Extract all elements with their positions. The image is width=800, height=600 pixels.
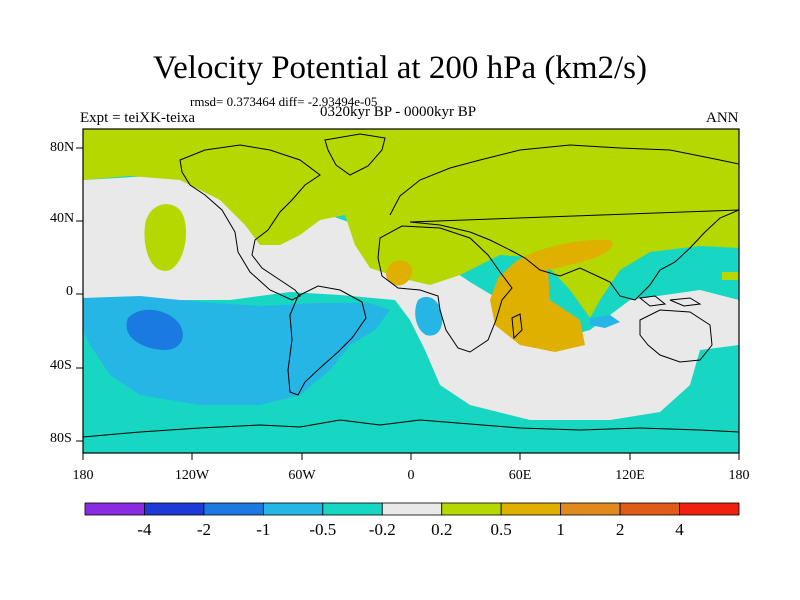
- colorbar-swatch: [679, 502, 740, 516]
- north-america-coast: [179, 144, 321, 301]
- lat-label-0: 0: [66, 284, 73, 299]
- colorbar-label: -2: [196, 520, 211, 539]
- australia-coast: [639, 309, 713, 363]
- colorbar-swatch: [500, 502, 562, 516]
- lat-label-40n: 40N: [50, 211, 75, 226]
- lat-label-80n: 80N: [50, 140, 75, 155]
- lon-label-60w: 60W: [288, 468, 316, 483]
- colorbar-swatch: [322, 502, 383, 516]
- positive-weak-wpac: [722, 272, 739, 280]
- positive-mid-africa: [386, 260, 413, 286]
- lat-label-40s: 40S: [50, 358, 72, 373]
- colorbar-label: -4: [137, 520, 152, 539]
- stats-line: rmsd= 0.373464 diff= -2.93494e-05: [190, 94, 378, 109]
- africa-coast: [377, 225, 513, 353]
- negative-mid-atlantic: [415, 296, 443, 336]
- colorbar-swatch: [619, 502, 680, 516]
- colorbar-label: 0.5: [490, 520, 512, 539]
- antarctica-coast: [83, 419, 739, 438]
- colorbar-swatch: [144, 502, 205, 516]
- colorbar-label: -1: [256, 520, 271, 539]
- lat-label-80s: 80S: [50, 431, 72, 446]
- axis-ticks: [76, 147, 740, 460]
- colorbar-label: 2: [615, 520, 625, 539]
- lon-label-0: 0: [407, 468, 415, 483]
- coastlines: [83, 133, 739, 438]
- positive-weak-region: [83, 129, 739, 318]
- eurasia-coast: [389, 144, 739, 301]
- negative-strong-region: [126, 309, 183, 350]
- experiment-label: Expt = teiXK-teixa: [80, 110, 196, 126]
- negative-mid-indian: [590, 315, 620, 328]
- positive-weak-pacific: [144, 204, 186, 271]
- madagascar-coast: [511, 313, 523, 340]
- colorbar-label: 1: [556, 520, 565, 539]
- colorbar-label: 0.2: [431, 520, 453, 539]
- colorbar-swatch: [441, 502, 502, 516]
- page-title: Velocity Potential at 200 hPa (km2/s): [152, 50, 648, 86]
- colorbar-swatch: [262, 502, 324, 516]
- lon-label-60e: 60E: [508, 468, 532, 483]
- colorbar: [84, 502, 740, 516]
- near-zero-region: [83, 176, 739, 420]
- period-label: 0320kyr BP - 0000kyr BP: [320, 104, 477, 120]
- greenland-coast: [324, 133, 386, 176]
- lon-label-120w: 120W: [174, 468, 210, 483]
- colorbar-label: 4: [675, 520, 684, 539]
- colorbar-swatch: [381, 502, 443, 516]
- contour-field: [83, 129, 739, 453]
- lon-label-180w: 180: [72, 468, 94, 483]
- indonesia-coast: [638, 295, 702, 307]
- colorbar-swatch: [203, 502, 264, 516]
- lon-label-120e: 120E: [615, 468, 645, 483]
- colorbar-swatch: [84, 502, 145, 516]
- colorbar-label: -0.2: [368, 520, 396, 539]
- colorbar-label: -0.5: [309, 520, 337, 539]
- season-label: ANN: [706, 110, 739, 126]
- positive-mid-indian: [490, 239, 613, 352]
- lon-label-180e: 180: [728, 468, 750, 483]
- colorbar-swatch: [560, 502, 621, 516]
- south-america-coast: [287, 285, 367, 396]
